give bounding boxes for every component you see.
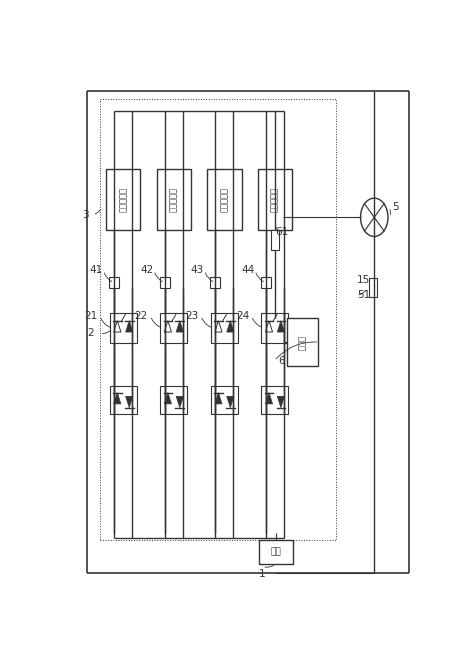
Bar [157,170,191,230]
Bar [211,313,238,343]
Bar [160,386,187,414]
Text: 42: 42 [140,265,153,275]
Polygon shape [265,392,273,404]
Text: 41: 41 [89,265,103,275]
Polygon shape [126,321,133,332]
Polygon shape [227,396,234,407]
Text: 44: 44 [241,265,254,275]
Polygon shape [176,321,184,332]
Bar [100,99,336,540]
Text: 24: 24 [236,310,249,321]
Bar [259,540,293,564]
Bar [160,277,170,288]
Bar [160,313,187,343]
Bar [258,170,292,230]
Text: 防震涌模块: 防震涌模块 [220,187,229,212]
Bar [207,170,241,230]
Text: 1: 1 [259,569,266,579]
Bar [109,277,119,288]
Polygon shape [277,321,285,332]
Polygon shape [215,392,222,404]
Bar [261,313,288,343]
Bar [271,231,279,250]
Text: 23: 23 [185,310,199,321]
Text: 6: 6 [278,356,285,366]
Text: 43: 43 [191,265,204,275]
Bar [287,318,317,366]
Text: 3: 3 [82,210,89,220]
Polygon shape [176,396,184,407]
Text: 2: 2 [88,328,94,338]
Polygon shape [126,396,133,407]
Polygon shape [277,396,285,407]
Text: 接口: 接口 [270,547,281,556]
Polygon shape [227,321,234,332]
Bar [261,386,288,414]
Text: 5: 5 [393,202,399,212]
Text: 防震涌模块: 防震涌模块 [169,187,178,212]
Text: 防震涌模块: 防震涌模块 [270,187,280,212]
Text: 稳压器: 稳压器 [298,335,307,350]
Text: 51: 51 [357,290,370,301]
Text: 15: 15 [357,275,370,286]
Bar [211,386,238,414]
Bar [369,278,377,297]
Text: 防震涌模块: 防震涌模块 [119,187,128,212]
Bar [110,386,137,414]
Text: 21: 21 [84,310,97,321]
Bar [106,170,140,230]
Bar [210,277,220,288]
Bar [110,313,137,343]
Text: 61: 61 [275,227,289,237]
Polygon shape [114,392,121,404]
Polygon shape [164,392,171,404]
Bar [261,277,271,288]
Text: 22: 22 [135,310,148,321]
